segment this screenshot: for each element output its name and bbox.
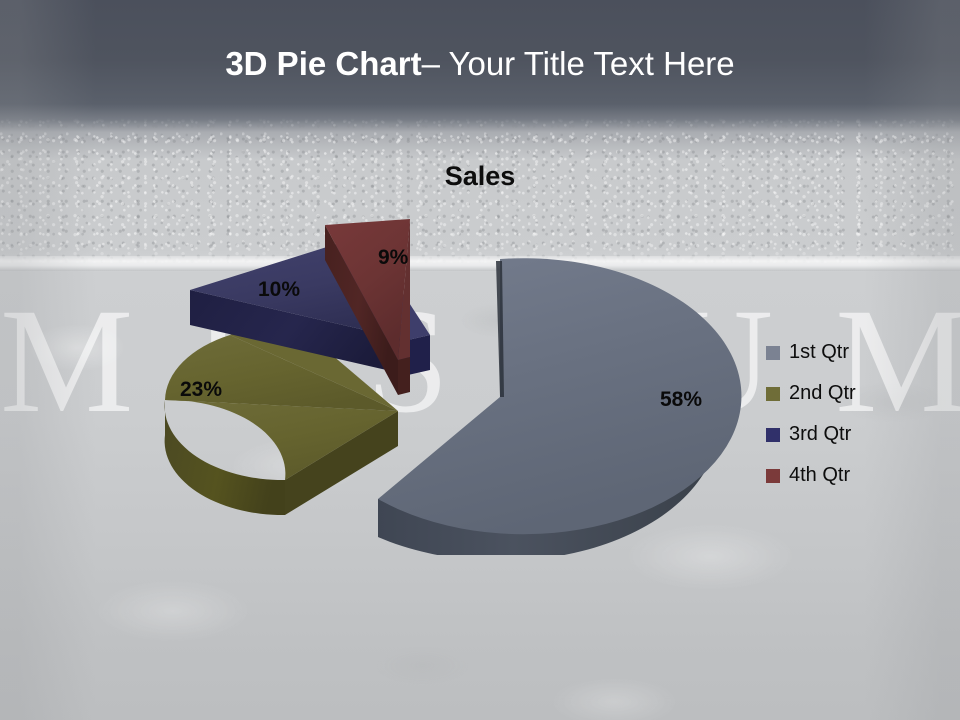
background-watermark-text: M U S E U M: [0, 278, 960, 444]
legend-swatch-icon-1st-qtr: [766, 345, 780, 360]
legend-label-4th-qtr: 4th Qtr: [789, 464, 851, 486]
legend-item-1st-qtr[interactable]: 1st Qtr: [766, 332, 916, 373]
legend-swatch-icon-2nd-qtr: [766, 386, 780, 401]
legend-label-3rd-qtr: 3rd Qtr: [789, 423, 852, 445]
slide-title-rest-part: – Your Title Text Here: [421, 45, 735, 82]
legend-item-2nd-qtr[interactable]: 2nd Qtr: [766, 373, 916, 414]
slide-title: 3D Pie Chart– Your Title Text Here: [0, 45, 960, 83]
chart-title: Sales: [444, 161, 516, 191]
pie-label-2nd-qtr: 23%: [180, 378, 223, 401]
pie-label-4th-qtr: 9%: [378, 246, 409, 269]
slide-title-bold-part: 3D Pie Chart: [225, 45, 422, 82]
pie-chart-graphic[interactable]: [110, 215, 790, 555]
pie-label-3rd-qtr: 10%: [258, 278, 301, 301]
legend-swatch-icon-3rd-qtr: [766, 427, 780, 442]
pie-slice-4th-qtr[interactable]: [325, 219, 410, 395]
pie-label-1st-qtr: 58%: [660, 388, 703, 411]
legend-label-2nd-qtr: 2nd Qtr: [789, 382, 856, 404]
legend-item-3rd-qtr[interactable]: 3rd Qtr: [766, 414, 916, 455]
legend-item-4th-qtr[interactable]: 4th Qtr: [766, 455, 916, 496]
background-speckle-texture: [0, 118, 960, 263]
background-ledge-highlight: [0, 256, 960, 271]
pie-slice-2nd-qtr[interactable]: [164, 315, 398, 516]
chart-legend[interactable]: 1st Qtr 2nd Qtr 3rd Qtr 4th Qtr: [766, 332, 916, 496]
legend-label-1st-qtr: 1st Qtr: [789, 341, 850, 363]
pie-slice-1st-qtr[interactable]: [305, 258, 742, 555]
legend-swatch-icon-4th-qtr: [766, 468, 780, 483]
